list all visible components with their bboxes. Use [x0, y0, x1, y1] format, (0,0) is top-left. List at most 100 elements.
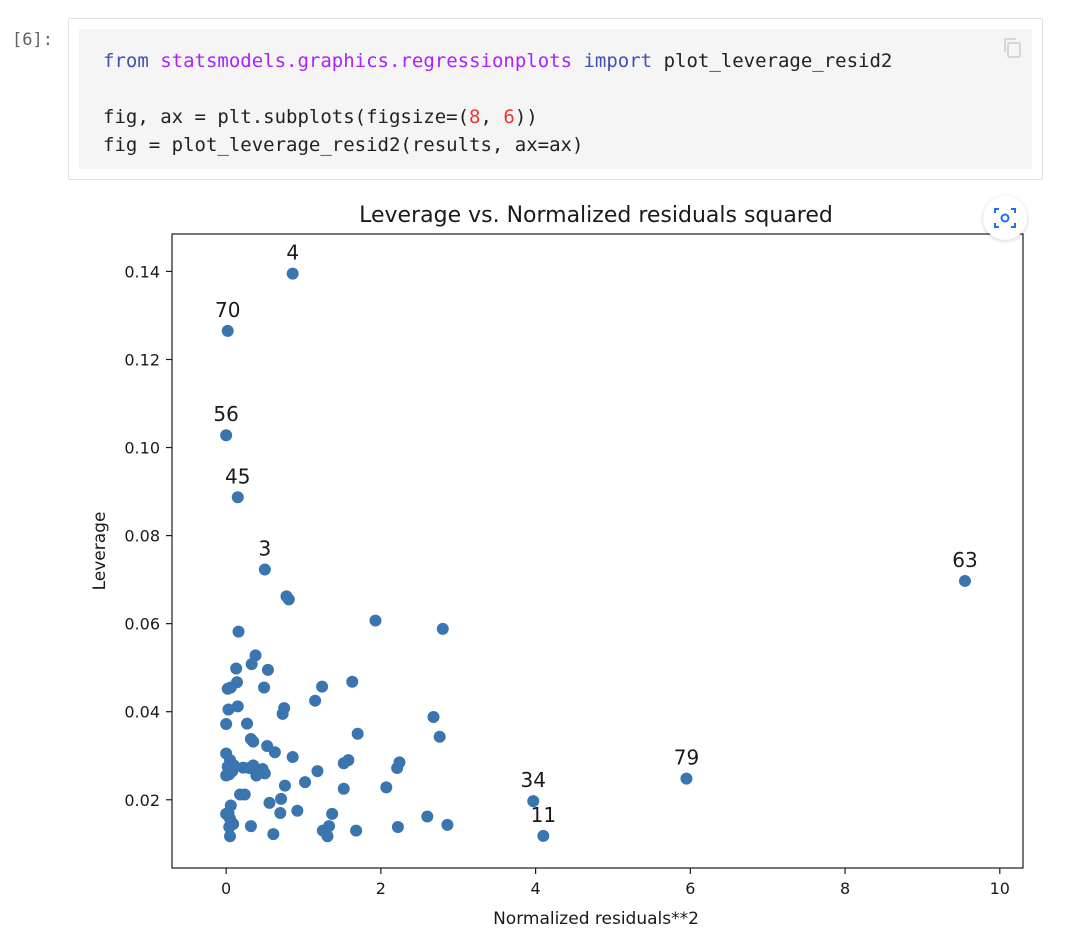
number-literal: 6 — [503, 106, 515, 128]
screenshot-button[interactable] — [983, 196, 1027, 240]
data-point — [275, 792, 288, 805]
data-point — [427, 710, 440, 723]
data-point — [346, 675, 359, 688]
cell-output: Leverage vs. Normalized residuals square… — [68, 188, 1043, 938]
y-tick-label: 0.08 — [124, 527, 160, 546]
data-point — [441, 818, 454, 831]
keyword-from: from — [103, 50, 149, 72]
code-line-4: fig = plot_leverage_resid2(results, ax=a… — [103, 134, 584, 156]
data-point — [244, 820, 257, 833]
data-point — [224, 681, 237, 694]
code-line-2 — [103, 75, 1008, 103]
data-point — [220, 718, 233, 731]
copy-icon[interactable] — [1002, 37, 1024, 59]
data-point — [369, 614, 382, 627]
data-point — [380, 781, 393, 794]
point-label: 56 — [213, 402, 238, 426]
data-point — [436, 622, 449, 635]
data-point — [268, 746, 281, 759]
data-point — [224, 830, 237, 843]
data-point — [421, 810, 434, 823]
data-point — [337, 782, 350, 795]
y-tick-label: 0.02 — [124, 791, 160, 810]
code-line-1: from statsmodels.graphics.regressionplot… — [103, 47, 1008, 75]
data-point — [311, 765, 324, 778]
data-point — [267, 828, 280, 841]
data-point — [245, 658, 258, 671]
data-point — [958, 574, 971, 587]
data-point — [282, 593, 295, 606]
y-tick-label: 0.14 — [124, 262, 160, 281]
data-point — [286, 751, 299, 764]
data-point — [309, 694, 322, 707]
x-tick-label: 4 — [531, 879, 541, 898]
data-point — [258, 563, 271, 576]
data-point — [321, 830, 334, 843]
number-literal: 8 — [469, 106, 481, 128]
data-point — [220, 769, 233, 782]
plot-area — [171, 233, 1024, 869]
y-tick-label: 0.06 — [124, 615, 160, 634]
data-point — [433, 730, 446, 743]
data-point — [391, 762, 404, 775]
y-tick-label: 0.04 — [124, 703, 160, 722]
screenshot-icon — [994, 208, 1016, 228]
point-label: 11 — [531, 803, 556, 827]
x-tick-label: 2 — [376, 879, 386, 898]
x-tick-label: 10 — [990, 879, 1010, 898]
imported-function: plot_leverage_resid2 — [663, 50, 893, 72]
data-point — [350, 824, 363, 837]
data-point — [276, 707, 289, 720]
code-text: , — [480, 106, 504, 128]
code-editor[interactable]: from statsmodels.graphics.regressionplot… — [79, 29, 1032, 169]
data-point — [231, 491, 244, 504]
x-axis-label: Normalized residuals**2 — [493, 909, 699, 929]
code-text: )) — [514, 106, 538, 128]
code-line-3: fig, ax = plt.subplots(figsize=(8, 6)) — [103, 103, 1008, 131]
y-tick-label: 0.10 — [124, 439, 160, 458]
x-tick-label: 6 — [685, 879, 695, 898]
code-text: fig, ax = plt.subplots(figsize=( — [103, 106, 470, 128]
data-point — [680, 772, 693, 785]
point-label: 4 — [286, 241, 299, 265]
data-point — [537, 829, 550, 842]
data-point — [231, 700, 244, 713]
point-label: 79 — [674, 746, 699, 770]
data-point — [238, 788, 251, 801]
point-label: 45 — [225, 464, 250, 488]
x-tick-label: 0 — [221, 879, 231, 898]
code-cell[interactable]: from statsmodels.graphics.regressionplot… — [68, 18, 1043, 180]
data-point — [337, 757, 350, 770]
data-point — [286, 267, 299, 280]
module-name: statsmodels.graphics.regressionplots — [160, 50, 573, 72]
y-axis-label: Leverage — [90, 512, 110, 591]
data-point — [232, 625, 245, 638]
data-point — [221, 324, 234, 337]
keyword-import: import — [583, 50, 653, 72]
data-point — [299, 776, 312, 789]
data-point — [316, 680, 329, 693]
data-point — [278, 779, 291, 792]
x-tick-label: 8 — [840, 879, 850, 898]
data-point — [263, 796, 276, 809]
point-label: 3 — [258, 536, 271, 560]
data-point — [220, 429, 233, 442]
data-point — [223, 821, 236, 834]
cell-prompt: [6]: — [12, 30, 53, 50]
data-point — [241, 717, 254, 730]
data-point — [261, 663, 274, 676]
data-points — [220, 267, 971, 843]
data-point — [351, 727, 364, 740]
data-point — [250, 769, 263, 782]
data-point — [291, 804, 304, 817]
axis-ticks: 0 2 4 6 8 10 0.02 0.04 0.06 0.08 0.10 0.12 0.14 — [124, 262, 1010, 898]
data-point — [274, 806, 287, 819]
data-point — [326, 807, 339, 820]
data-point — [391, 821, 404, 834]
data-point — [247, 735, 260, 748]
data-point — [527, 795, 540, 808]
data-point — [258, 681, 271, 694]
data-point — [222, 703, 235, 716]
point-label: 34 — [521, 768, 546, 792]
chart-title: Leverage vs. Normalized residuals square… — [359, 203, 833, 228]
